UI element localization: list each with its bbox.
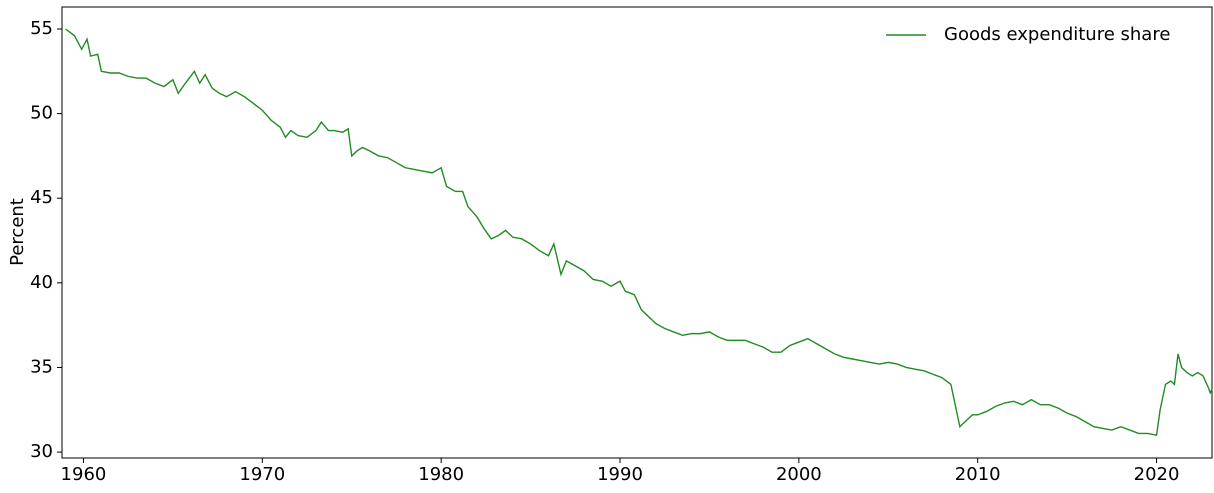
- y-tick-label: 35: [30, 356, 53, 377]
- y-tick-label: 40: [30, 272, 53, 293]
- x-tick-label: 1960: [61, 464, 107, 485]
- y-tick-label: 55: [30, 18, 53, 39]
- legend-label: Goods expenditure share: [944, 24, 1170, 45]
- x-tick-label: 1980: [418, 464, 464, 485]
- x-tick-label: 2010: [955, 464, 1001, 485]
- x-tick-label: 1990: [597, 464, 643, 485]
- x-tick-label: 2000: [776, 464, 822, 485]
- x-tick-label: 2020: [1134, 464, 1180, 485]
- y-axis-label: Percent: [7, 198, 28, 266]
- x-tick-label: 1970: [239, 464, 285, 485]
- series-line: [65, 28, 1213, 436]
- y-tick-label: 30: [30, 441, 53, 462]
- y-tick-label: 50: [30, 103, 53, 124]
- plot-frame: [61, 6, 1213, 459]
- y-tick-label: 45: [30, 187, 53, 208]
